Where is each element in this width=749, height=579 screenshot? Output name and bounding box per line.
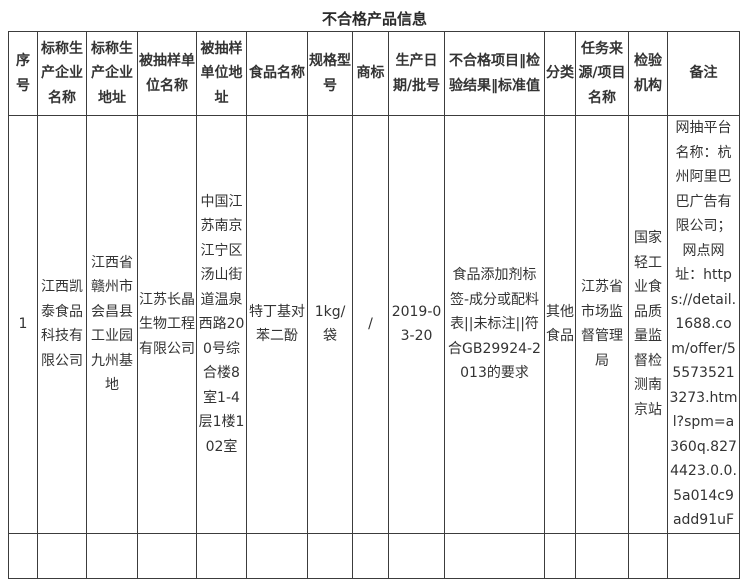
header-row: 序号 标称生产企业名称 标称生产企业地址 被抽样单位名称 被抽样单位地址 食品名… bbox=[8, 31, 740, 116]
cell-brand: / bbox=[352, 115, 389, 534]
col-header-producer-name: 标称生产企业名称 bbox=[37, 31, 87, 116]
col-header-sampled-unit-address: 被抽样单位地址 bbox=[196, 31, 247, 116]
cell-category: 其他食品 bbox=[544, 115, 576, 534]
cell-production-date: 2019-03-20 bbox=[388, 115, 445, 534]
col-header-food-name: 食品名称 bbox=[246, 31, 308, 116]
cell-task-source: 江苏省市场监督管理局 bbox=[575, 115, 629, 534]
cell-food-name: 特丁基对苯二酚 bbox=[246, 115, 308, 534]
col-header-production-date: 生产日期/批号 bbox=[388, 31, 445, 116]
col-header-defect-result: 不合格项目‖检验结果‖标准值 bbox=[444, 31, 545, 116]
defective-products-table: 序号 标称生产企业名称 标称生产企业地址 被抽样单位名称 被抽样单位地址 食品名… bbox=[8, 31, 740, 579]
cell-sampled-unit-name: 江苏长晶生物工程有限公司 bbox=[137, 115, 197, 534]
col-header-category: 分类 bbox=[544, 31, 576, 116]
cell-producer-address: 江西省赣州市会昌县工业园九州基地 bbox=[86, 115, 138, 534]
col-header-inspection-agency: 检验机构 bbox=[628, 31, 668, 116]
col-header-task-source: 任务来源/项目名称 bbox=[575, 31, 629, 116]
cell-producer-name: 江西凯泰食品科技有限公司 bbox=[37, 115, 87, 534]
col-header-producer-address: 标称生产企业地址 bbox=[86, 31, 138, 116]
col-header-seq: 序号 bbox=[8, 31, 38, 116]
col-header-sampled-unit-name: 被抽样单位名称 bbox=[137, 31, 197, 116]
page-title: 不合格产品信息 bbox=[321, 10, 427, 28]
cell-spec-model: 1kg/袋 bbox=[307, 115, 353, 534]
col-header-remark: 备注 bbox=[667, 31, 740, 116]
cell-defect-result: 食品添加剂标签-成分或配料表||未标注||符合GB29924-2013的要求 bbox=[444, 115, 545, 534]
col-header-spec-model: 规格型号 bbox=[307, 31, 353, 116]
cell-seq: 1 bbox=[8, 115, 38, 534]
cell-remark: 网抽平台名称：杭州阿里巴巴广告有限公司；网点网址：https://detail.… bbox=[667, 115, 740, 534]
cell-inspection-agency: 国家轻工业食品质量监督检测南京站 bbox=[628, 115, 668, 534]
cell-sampled-unit-address: 中国江苏南京江宁区汤山街道温泉西路200号综合楼8室1-4层1楼102室 bbox=[196, 115, 247, 534]
col-header-brand: 商标 bbox=[352, 31, 389, 116]
table-row: 1 江西凯泰食品科技有限公司 江西省赣州市会昌县工业园九州基地 江苏长晶生物工程… bbox=[8, 115, 740, 534]
